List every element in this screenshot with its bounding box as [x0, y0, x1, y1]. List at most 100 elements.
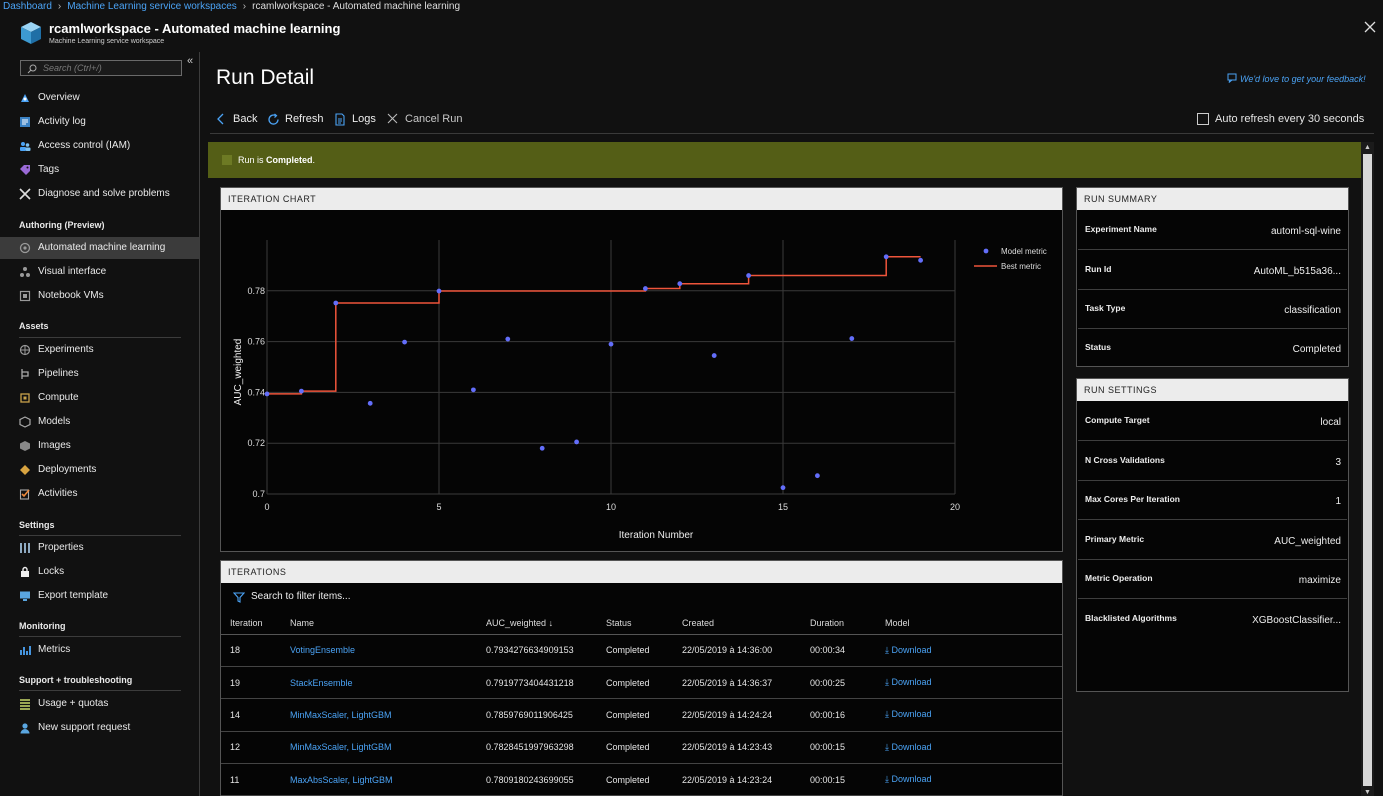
summary-key: Experiment Name	[1085, 224, 1157, 234]
sidebar-item-tags[interactable]: Tags	[0, 159, 199, 181]
checkbox-box[interactable]	[1197, 113, 1209, 125]
table-cell: 22/05/2019 à 14:36:00	[682, 634, 810, 667]
breadcrumb-current: rcamlworkspace - Automated machine learn…	[252, 1, 461, 12]
sidebar-item-activity-log[interactable]: Activity log	[0, 111, 199, 133]
created-cell: 22/05/2019 à 14:23:43	[682, 742, 773, 753]
model-name-link[interactable]: MinMaxScaler, LightGBM	[290, 709, 392, 720]
summary-row: Experiment Name automl-sql-wine	[1078, 211, 1347, 250]
sidebar-item-compute[interactable]: Compute	[0, 387, 199, 409]
activities-icon	[19, 489, 30, 500]
table-row[interactable]: 12 MinMaxScaler, LightGBM 0.78284519979632…	[221, 731, 1062, 765]
model-metric-point	[780, 485, 786, 491]
breadcrumb-workspaces-link[interactable]: Machine Learning service workspaces	[67, 1, 237, 12]
model-name-link[interactable]: MinMaxScaler, LightGBM	[290, 742, 392, 753]
overview-icon	[21, 94, 29, 102]
download-icon: ⤓	[885, 677, 892, 688]
sidebar-item-metrics[interactable]: Metrics	[0, 639, 199, 661]
sidebar-item-label: Usage + quotas	[38, 698, 109, 709]
download-link[interactable]: ⤓ Download	[885, 709, 932, 719]
collapse-sidebar-icon[interactable]: «	[187, 55, 194, 67]
blade-title: rcamlworkspace - Automated machine learn…	[49, 21, 341, 36]
download-link[interactable]: ⤓ Download	[885, 742, 932, 752]
column-header-iteration[interactable]: Iteration	[221, 612, 290, 635]
feedback-link[interactable]: We'd love to get your feedback!	[1227, 73, 1366, 84]
download-link[interactable]: ⤓ Download	[885, 645, 932, 655]
sidebar-item-activities[interactable]: Activities	[0, 483, 199, 505]
model-metric-point	[471, 387, 476, 393]
sidebar-item-visual-interface[interactable]: Visual interface	[0, 261, 199, 283]
created-cell: 22/05/2019 à 14:24:24	[682, 709, 773, 720]
table-cell: 22/05/2019 à 14:36:37	[682, 666, 810, 700]
sidebar-item-usage-quotas[interactable]: Usage + quotas	[0, 693, 199, 715]
scrollbar-thumb[interactable]	[1363, 154, 1372, 786]
scroll-down-arrow[interactable]: ▼	[1364, 789, 1371, 796]
model-name-link[interactable]: MaxAbsScaler, LightGBM	[290, 774, 393, 785]
sidebar-item-properties[interactable]: Properties	[0, 537, 199, 559]
sidebar-item-export-template[interactable]: Export template	[0, 585, 199, 607]
iteration-chart[interactable]: 0.7 0.72 0.74 0.76 0.78 0 5 10 15 20 Iteration Num…	[221, 210, 1062, 551]
sidebar-item-overview[interactable]: Overview	[0, 87, 199, 109]
section-divider	[19, 337, 181, 338]
table-cell: ⤓ Download	[885, 698, 1062, 732]
summary-value: AutoML_b515a36...	[1253, 266, 1341, 277]
iteration-cell: 14	[230, 709, 241, 720]
sidebar-search-placeholder: Search (Ctrl+/)	[43, 63, 102, 73]
table-cell: 0.7859769011906425	[486, 698, 606, 732]
run-settings-header: RUN SETTINGS	[1077, 379, 1348, 401]
sidebar-item-access-control[interactable]: Access control (IAM)	[0, 135, 199, 157]
column-header-name[interactable]: Name	[290, 612, 486, 635]
summary-row: Run Id AutoML_b515a36...	[1078, 251, 1347, 290]
table-cell: ⤓ Download	[885, 763, 1062, 796]
auc-cell: 0.7828451997963298	[486, 742, 574, 753]
table-cell: ⤓ Download	[885, 634, 1062, 667]
table-row[interactable]: 19 StackEnsemble 0.7919773404431218 Complet…	[221, 666, 1062, 700]
sidebar-item-images[interactable]: Images	[0, 435, 199, 457]
status-cell: Completed	[606, 742, 650, 753]
table-row[interactable]: 18 VotingEnsemble 0.7934276634909153 Comple…	[221, 634, 1062, 667]
table-cell: 00:00:34	[810, 634, 885, 667]
feedback-label: We'd love to get your feedback!	[1240, 74, 1366, 84]
column-header-status[interactable]: Status	[606, 612, 682, 635]
column-header-created[interactable]: Created	[682, 612, 810, 635]
settings-key: Blacklisted Algorithms	[1085, 613, 1177, 623]
breadcrumb-dashboard-link[interactable]: Dashboard	[3, 1, 52, 12]
main-scrollbar[interactable]: ▲ ▼	[1361, 142, 1374, 796]
model-name-link[interactable]: VotingEnsemble	[290, 645, 356, 656]
created-cell: 22/05/2019 à 14:23:24	[682, 774, 773, 785]
settings-row: Compute Target local	[1078, 402, 1347, 441]
table-cell: MaxAbsScaler, LightGBM	[290, 763, 486, 796]
sidebar-item-new-support-request[interactable]: New support request	[0, 717, 199, 739]
tag-icon	[20, 165, 30, 175]
scroll-up-arrow[interactable]: ▲	[1364, 144, 1371, 151]
table-header-row: Iteration Name AUC_weighted ↓ Status Cre…	[221, 612, 1062, 635]
settings-value: 3	[1335, 457, 1341, 468]
close-icon[interactable]	[1363, 20, 1377, 34]
sidebar-item-pipelines[interactable]: Pipelines	[0, 363, 199, 385]
table-row[interactable]: 11 MaxAbsScaler, LightGBM 0.78091802436990…	[221, 763, 1062, 796]
download-link[interactable]: ⤓ Download	[885, 677, 932, 687]
sidebar-item-experiments[interactable]: Experiments	[0, 339, 199, 361]
iteration-cell: 19	[230, 677, 241, 688]
back-label: Back	[233, 113, 258, 125]
sidebar-item-deployments[interactable]: Deployments	[0, 459, 199, 481]
sidebar-item-locks[interactable]: Locks	[0, 561, 199, 583]
table-cell: 00:00:16	[810, 698, 885, 732]
column-header-auc[interactable]: AUC_weighted ↓	[486, 612, 606, 635]
sidebar-search-input[interactable]: Search (Ctrl+/)	[20, 60, 182, 76]
download-link[interactable]: ⤓ Download	[885, 774, 932, 784]
column-header-duration[interactable]: Duration	[810, 612, 885, 635]
status-cell: Completed	[606, 709, 650, 720]
table-row[interactable]: 14 MinMaxScaler, LightGBM 0.78597690119064…	[221, 698, 1062, 732]
run-summary-card: RUN SUMMARY Experiment Name automl-sql-wi…	[1076, 187, 1349, 367]
sidebar-item-models[interactable]: Models	[0, 411, 199, 433]
column-header-model[interactable]: Model	[885, 612, 1062, 635]
summary-row: Task Type classification	[1078, 290, 1347, 329]
model-name-link[interactable]: StackEnsemble	[290, 677, 353, 688]
sidebar-item-automated-ml[interactable]: Automated machine learning	[0, 237, 199, 259]
sidebar-item-notebook-vms[interactable]: Notebook VMs	[0, 285, 199, 307]
notebook-icon	[19, 290, 31, 302]
model-metric-point	[849, 336, 855, 341]
sidebar-item-diagnose[interactable]: Diagnose and solve problems	[0, 183, 199, 205]
download-icon: ⤓	[885, 741, 892, 752]
sidebar-section-assets: Assets	[19, 321, 49, 331]
